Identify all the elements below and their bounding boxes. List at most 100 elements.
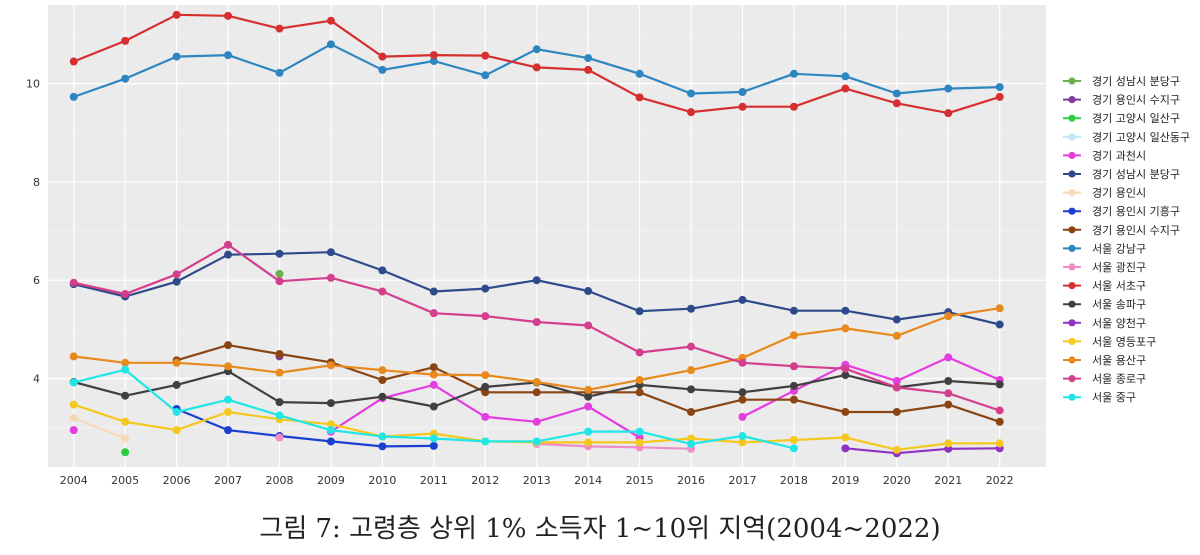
legend-marker: [1068, 207, 1076, 215]
data-point: [892, 331, 901, 340]
data-point: [789, 395, 798, 404]
data-point: [481, 284, 490, 293]
data-point: [841, 72, 850, 81]
data-point: [892, 99, 901, 108]
data-point: [892, 445, 901, 454]
data-point: [172, 277, 181, 286]
data-point: [584, 54, 593, 63]
legend-marker: [1068, 244, 1076, 252]
data-point: [224, 240, 233, 249]
series-9: [69, 40, 1004, 101]
data-point: [738, 87, 747, 96]
data-point: [224, 341, 233, 350]
data-point: [326, 420, 335, 429]
data-point: [532, 388, 541, 397]
data-point: [326, 273, 335, 282]
legend-label: 서울 양천구: [1092, 316, 1146, 330]
data-point: [69, 92, 78, 101]
data-point: [429, 370, 438, 379]
data-point: [635, 427, 644, 436]
data-point: [687, 108, 696, 117]
data-point: [378, 392, 387, 401]
data-point: [378, 432, 387, 441]
data-point: [687, 385, 696, 394]
x-tick-label: 2018: [780, 474, 808, 487]
data-point: [429, 363, 438, 372]
data-point: [481, 412, 490, 421]
data-point: [224, 362, 233, 371]
data-point: [635, 376, 644, 385]
legend-marker: [1068, 170, 1076, 178]
data-point: [326, 437, 335, 446]
data-point: [378, 266, 387, 275]
data-point: [532, 437, 541, 446]
line-chart: 4 6 8 10 2004 2005 2006 2007 2008 2009 2010 2011 201…: [26, 5, 1190, 487]
data-point: [224, 51, 233, 60]
x-tick-label: 2022: [986, 474, 1014, 487]
data-point: [429, 434, 438, 443]
legend-marker: [1068, 300, 1076, 308]
legend-label: 경기 고양시 일산동구: [1092, 130, 1190, 144]
data-point: [789, 102, 798, 111]
legend-label: 경기 성남시 분당구: [1092, 168, 1180, 181]
data-point: [738, 438, 747, 447]
data-point: [841, 444, 850, 453]
x-tick-label: 2011: [420, 474, 448, 487]
data-point: [121, 74, 130, 83]
data-point: [326, 248, 335, 257]
data-point: [69, 400, 78, 409]
data-point: [841, 407, 850, 416]
data-point: [584, 402, 593, 411]
data-point: [378, 376, 387, 385]
data-point: [995, 380, 1004, 389]
data-point: [635, 307, 644, 316]
legend-item: 경기 용인시 수지구: [1063, 224, 1180, 237]
data-point: [481, 312, 490, 321]
data-point: [892, 89, 901, 98]
data-point: [224, 11, 233, 20]
legend-item: 서울 송파구: [1063, 298, 1146, 311]
legend-item: 경기 성남시 분당구: [1063, 168, 1180, 181]
data-point: [429, 309, 438, 318]
legend-marker: [1068, 133, 1076, 141]
data-point: [69, 426, 78, 435]
data-point: [429, 287, 438, 296]
data-point: [275, 277, 284, 286]
legend-marker: [1068, 96, 1076, 104]
data-point: [172, 380, 181, 389]
series-6: [69, 413, 130, 443]
legend-label: 경기 성남시 분당구: [1092, 75, 1180, 88]
x-tick-label: 2014: [574, 474, 602, 487]
data-point: [378, 287, 387, 296]
data-point: [172, 52, 181, 61]
legend-marker: [1068, 226, 1076, 234]
data-point: [172, 270, 181, 279]
data-point: [635, 388, 644, 397]
data-point: [326, 40, 335, 49]
legend-item: 경기 고양시 일산구: [1063, 111, 1180, 125]
legend-marker: [1068, 337, 1076, 345]
data-point: [995, 439, 1004, 448]
axes: 4 6 8 10 2004 2005 2006 2007 2008 2009 2010 2011 201…: [26, 78, 1014, 487]
data-point: [121, 289, 130, 298]
data-point: [121, 448, 130, 457]
data-point: [481, 51, 490, 60]
data-point: [738, 102, 747, 111]
data-point: [378, 442, 387, 451]
series-5: [69, 248, 1004, 329]
data-point: [944, 353, 953, 362]
legend-marker: [1068, 189, 1076, 197]
legend-item: 서울 영등포구: [1063, 335, 1156, 348]
data-point: [892, 376, 901, 385]
data-point: [635, 438, 644, 447]
data-point: [841, 371, 850, 380]
legend-item: 서울 광진구: [1063, 261, 1146, 274]
data-point: [944, 312, 953, 321]
legend-item: 서울 종로구: [1063, 373, 1146, 386]
data-point: [892, 383, 901, 392]
data-point: [841, 306, 850, 315]
data-point: [275, 249, 284, 258]
series-0: [275, 269, 284, 278]
data-point: [789, 362, 798, 371]
x-tick-label: 2012: [471, 474, 499, 487]
